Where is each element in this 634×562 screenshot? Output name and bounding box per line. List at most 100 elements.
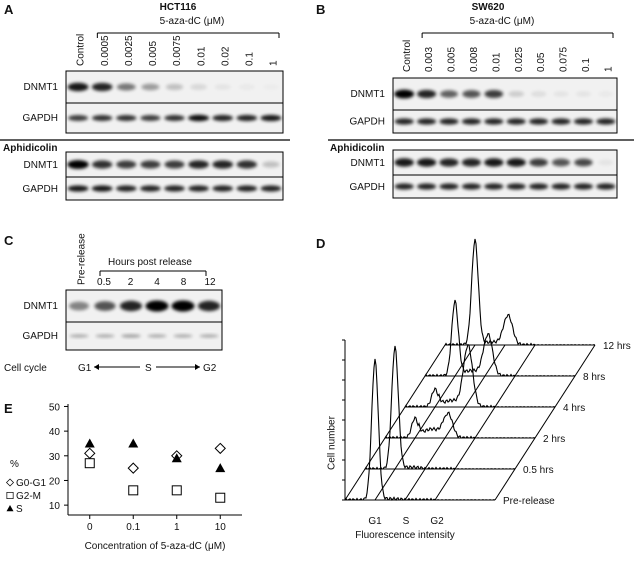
blot bbox=[65, 70, 284, 104]
slice-label: 8 hrs bbox=[583, 372, 605, 383]
blot bbox=[65, 102, 284, 134]
panel-label: E bbox=[4, 401, 13, 416]
histogram-trace bbox=[424, 299, 576, 377]
band bbox=[575, 91, 592, 97]
band bbox=[394, 89, 415, 99]
axis-label: Concentration of 5-aza-dC (μM) bbox=[85, 541, 226, 552]
band bbox=[596, 118, 616, 125]
row-label: GAPDH bbox=[349, 117, 385, 128]
lane-label: 8 bbox=[181, 277, 187, 288]
marker-label: G2 bbox=[430, 516, 444, 527]
legend-marker bbox=[6, 478, 15, 487]
legend-label: G2-M bbox=[16, 491, 41, 502]
band bbox=[121, 334, 141, 338]
band bbox=[508, 90, 525, 98]
lane-label: 4 bbox=[154, 277, 160, 288]
lane-label: Control bbox=[402, 40, 413, 72]
band bbox=[67, 160, 89, 169]
x-tick-label: 0 bbox=[87, 522, 93, 533]
y-tick-label: 20 bbox=[49, 476, 61, 487]
band bbox=[484, 118, 504, 125]
histogram-trace bbox=[344, 358, 496, 501]
phase: S bbox=[145, 363, 152, 374]
marker-label: G1 bbox=[368, 516, 382, 527]
band bbox=[394, 183, 414, 190]
triangle-marker bbox=[215, 463, 226, 473]
band bbox=[116, 83, 136, 91]
band bbox=[553, 91, 569, 97]
band bbox=[188, 185, 209, 192]
triangle-marker bbox=[84, 438, 95, 448]
lane-label: 0.003 bbox=[424, 47, 435, 72]
band bbox=[394, 118, 414, 125]
x-tick-label: 0.1 bbox=[126, 522, 140, 533]
row-label: DNMT1 bbox=[351, 158, 386, 169]
legend-label: G0-G1 bbox=[16, 478, 46, 489]
band bbox=[190, 84, 207, 90]
histogram-trace bbox=[384, 411, 536, 439]
band bbox=[92, 114, 113, 122]
blot bbox=[392, 174, 618, 199]
band bbox=[530, 91, 547, 97]
y-tick-label: 40 bbox=[49, 427, 61, 438]
lane-label: 0.5 bbox=[97, 277, 111, 288]
floor-line bbox=[434, 344, 536, 501]
band bbox=[212, 160, 233, 169]
lane-label: 0.008 bbox=[469, 47, 480, 72]
axis-label: Cell number bbox=[327, 415, 338, 470]
band bbox=[140, 160, 161, 169]
band bbox=[484, 158, 504, 167]
band bbox=[68, 115, 89, 121]
band bbox=[529, 118, 549, 125]
phase: G1 bbox=[78, 363, 92, 374]
lane-label: 0.005 bbox=[447, 47, 458, 72]
blot-frame bbox=[392, 174, 618, 199]
blot bbox=[392, 109, 618, 134]
band bbox=[260, 114, 282, 122]
floor-edge bbox=[344, 344, 446, 501]
band bbox=[506, 118, 526, 125]
band bbox=[91, 185, 113, 192]
lane-label: 0.02 bbox=[220, 46, 231, 66]
row-label: GAPDH bbox=[22, 331, 58, 342]
band bbox=[67, 185, 89, 192]
treatment: 5-aza-dC (μM) bbox=[160, 16, 225, 27]
band bbox=[92, 160, 113, 169]
band bbox=[263, 84, 279, 90]
lane-label: 0.1 bbox=[244, 52, 255, 66]
band bbox=[440, 90, 458, 98]
lane-label: Pre-release bbox=[77, 233, 88, 285]
band bbox=[173, 334, 193, 338]
row-label: DNMT1 bbox=[24, 160, 59, 171]
slice-label: 0.5 hrs bbox=[523, 465, 554, 476]
band bbox=[551, 158, 571, 167]
panel-label: B bbox=[316, 2, 325, 17]
band bbox=[164, 114, 185, 122]
band bbox=[165, 83, 184, 91]
band bbox=[506, 183, 526, 190]
band bbox=[95, 334, 115, 338]
histogram-trace bbox=[364, 345, 516, 470]
band bbox=[417, 118, 437, 125]
lane-label: 0.05 bbox=[536, 52, 547, 72]
lane-label: 0.1 bbox=[581, 58, 592, 72]
band bbox=[461, 183, 481, 190]
lane-label: 1 bbox=[603, 66, 614, 72]
panel-label: C bbox=[4, 233, 14, 248]
treatment: 5-aza-dC (μM) bbox=[470, 16, 535, 27]
band bbox=[214, 84, 231, 90]
legend-label: S bbox=[16, 504, 23, 515]
band bbox=[212, 185, 233, 192]
band bbox=[529, 183, 549, 190]
band bbox=[598, 159, 614, 166]
y-tick-label: 10 bbox=[49, 501, 61, 512]
diamond-marker bbox=[84, 447, 96, 460]
axis-label: Fluorescence intensity bbox=[355, 530, 455, 541]
band bbox=[573, 183, 593, 190]
band bbox=[67, 82, 89, 92]
band bbox=[164, 160, 185, 169]
band bbox=[91, 82, 113, 92]
lane-label: 0.0025 bbox=[124, 35, 135, 66]
legend-marker bbox=[6, 505, 14, 512]
y-tick-label: 30 bbox=[49, 452, 61, 463]
